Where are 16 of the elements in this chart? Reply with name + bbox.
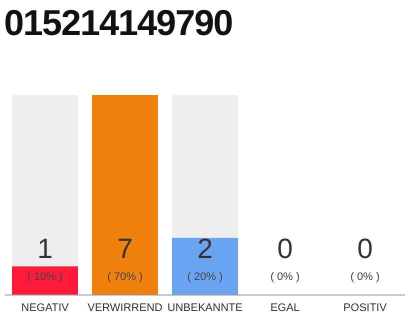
- data-label: 0: [356, 233, 374, 265]
- chart-title: 015214149790: [4, 2, 232, 44]
- x-tick-label: POSITIV: [343, 302, 388, 314]
- annotation: ( 20% ): [186, 270, 224, 284]
- data-label: 2: [196, 233, 214, 265]
- data-label: 7: [116, 233, 134, 265]
- x-tick-label: NEGATIV: [21, 302, 70, 314]
- data-label: 1: [36, 233, 54, 265]
- annotation: ( 0% ): [349, 270, 381, 284]
- annotation: ( 70% ): [106, 270, 144, 284]
- annotation: ( 10% ): [26, 270, 64, 284]
- annotation: ( 0% ): [269, 270, 301, 284]
- x-tick-label: UNBEKANNTE: [167, 302, 243, 314]
- x-tick-label: VERWIRREND: [88, 302, 163, 314]
- x-tick-label: EGAL: [270, 302, 300, 314]
- data-label: 0: [276, 233, 294, 265]
